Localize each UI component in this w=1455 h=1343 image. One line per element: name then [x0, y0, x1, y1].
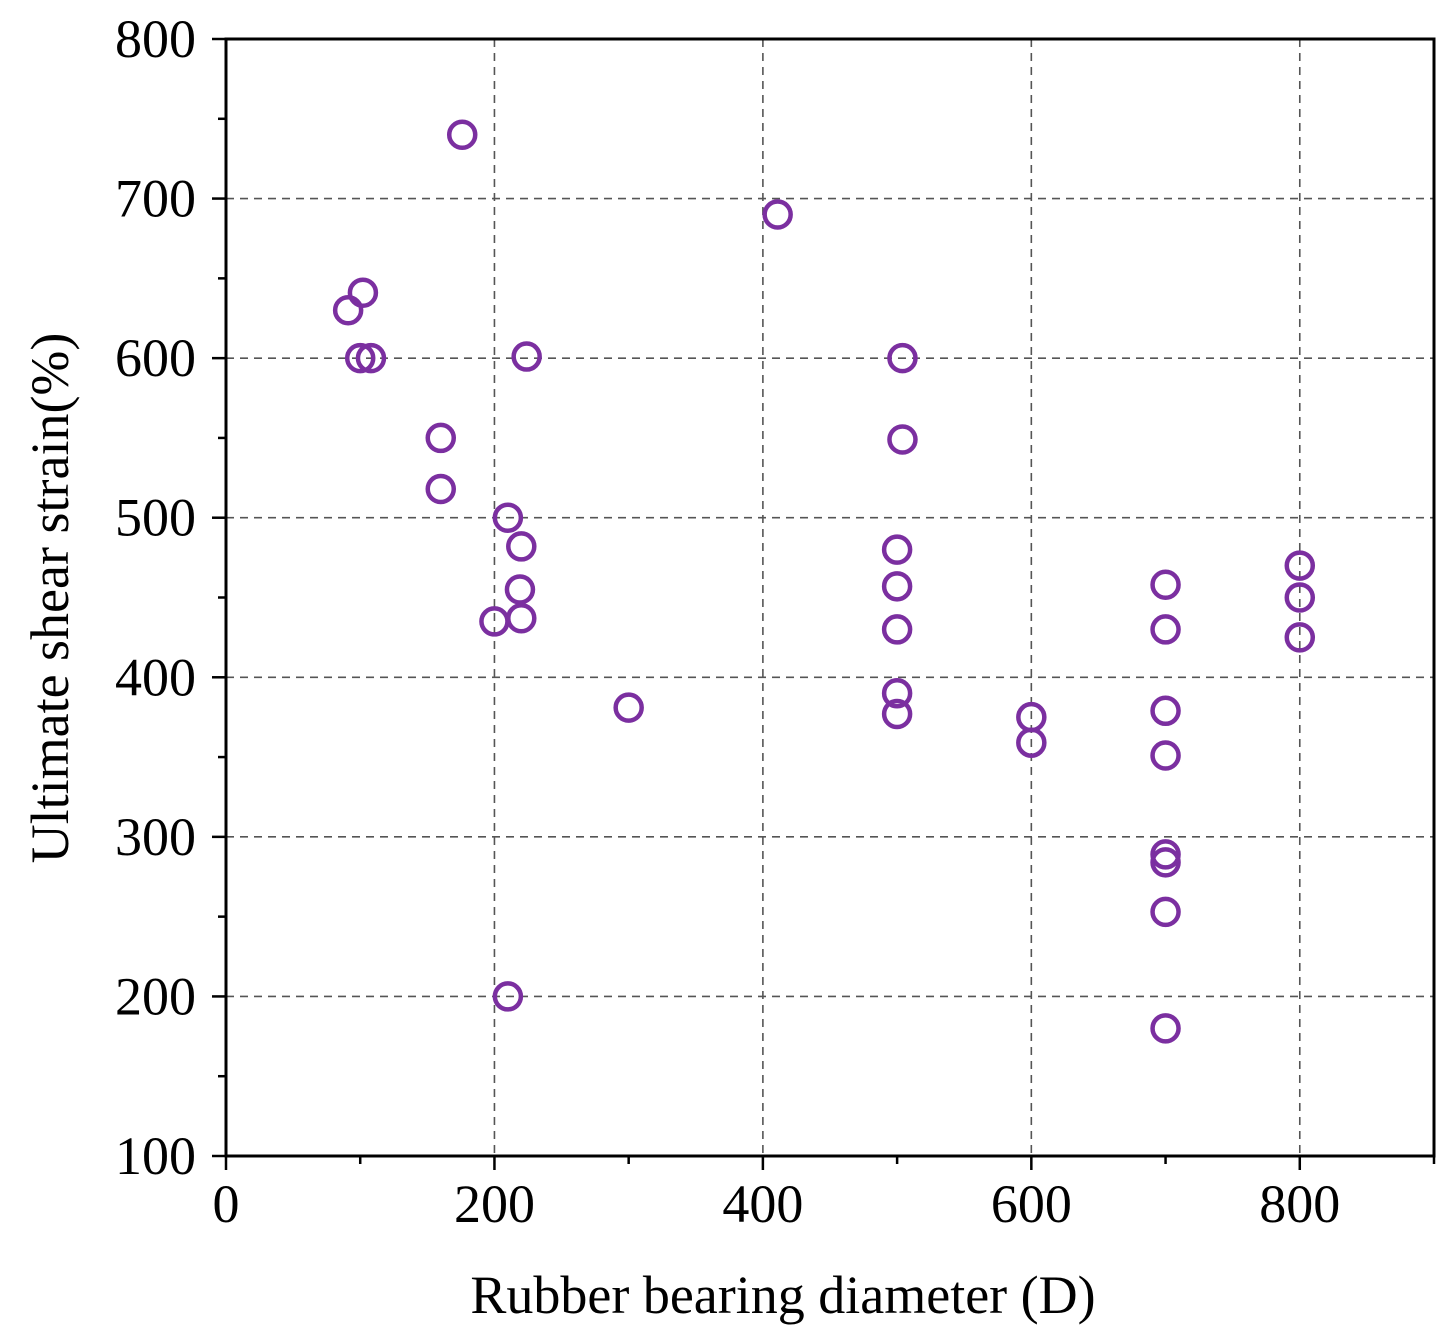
- y-tick-label: 700: [115, 169, 196, 229]
- x-tick-label: 200: [454, 1174, 535, 1234]
- data-point: [1284, 582, 1316, 613]
- data-point: [1150, 695, 1181, 727]
- data-point: [1150, 740, 1181, 771]
- data-point: [881, 534, 913, 565]
- data-point: [355, 342, 387, 374]
- data-point: [347, 277, 379, 308]
- data-point: [506, 602, 537, 634]
- y-tick-label: 200: [115, 966, 196, 1026]
- data-point: [881, 571, 913, 602]
- axes: [224, 37, 1436, 1158]
- y-tick-label: 600: [115, 328, 196, 388]
- x-tick-label: 400: [722, 1174, 803, 1234]
- y-tick-label: 300: [115, 807, 196, 867]
- data-point: [492, 981, 524, 1012]
- data-point: [881, 614, 913, 645]
- tick-marks: [212, 37, 1436, 1170]
- x-axis-label: Rubber bearing diameter (D): [470, 1265, 1095, 1325]
- y-tick-label: 500: [115, 488, 196, 548]
- x-tick-label: 800: [1259, 1174, 1340, 1234]
- x-tick-labels: 0 200 400 600 800: [213, 1174, 1341, 1234]
- data-point: [613, 692, 644, 723]
- data-point: [1150, 1013, 1181, 1044]
- data-point: [425, 422, 457, 454]
- data-point: [1284, 622, 1316, 653]
- plot-frame: [224, 37, 1436, 1158]
- data-point: [492, 502, 524, 533]
- data-point: [1016, 727, 1047, 758]
- data-point: [504, 574, 536, 605]
- x-tick-label: 600: [991, 1174, 1072, 1234]
- y-tick-label: 800: [115, 9, 196, 69]
- y-tick-label: 100: [115, 1126, 196, 1186]
- data-point: [511, 341, 542, 372]
- data-point: [1150, 614, 1181, 645]
- data-points: [332, 119, 1316, 1044]
- data-point: [332, 295, 364, 326]
- data-point: [1150, 896, 1181, 928]
- data-point: [1150, 569, 1181, 600]
- y-tick-label: 400: [115, 647, 196, 707]
- data-point: [425, 473, 457, 505]
- data-point: [1150, 847, 1181, 878]
- data-point: [881, 698, 913, 730]
- data-point: [887, 424, 918, 455]
- data-point: [887, 342, 918, 374]
- data-point: [446, 119, 478, 150]
- grid-lines: [226, 39, 1434, 1156]
- data-point: [1284, 550, 1316, 581]
- y-axis-label: Ultimate shear strain(%): [20, 333, 80, 864]
- data-point: [506, 531, 537, 562]
- data-point: [344, 342, 376, 374]
- y-tick-labels: 100 200 300 400 500 600 700 800: [115, 9, 196, 1186]
- data-point: [1150, 839, 1181, 870]
- data-point: [881, 677, 913, 709]
- x-tick-label: 0: [213, 1174, 240, 1234]
- data-point: [762, 199, 793, 230]
